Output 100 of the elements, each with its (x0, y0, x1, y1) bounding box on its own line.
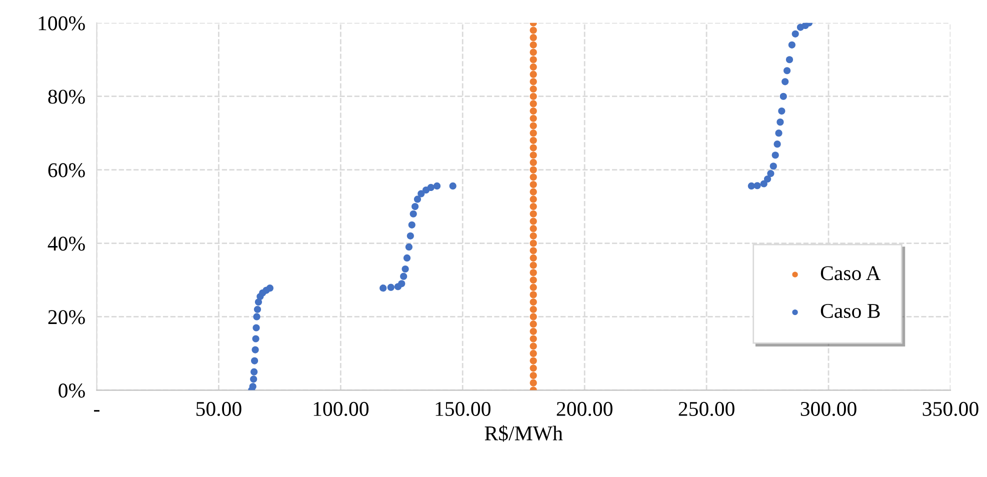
point (530, 298, 537, 306)
point (782, 78, 789, 86)
point (449, 182, 456, 190)
point (530, 166, 537, 174)
point (402, 265, 409, 273)
point (788, 41, 796, 48)
point (778, 108, 786, 115)
point (250, 368, 258, 376)
point (764, 175, 772, 183)
y-tick-label: 100% (38, 16, 85, 30)
y-tick-label: 40% (48, 236, 85, 251)
point (412, 203, 419, 210)
point (251, 357, 258, 364)
point (784, 67, 791, 74)
point (387, 284, 394, 291)
point (266, 284, 274, 292)
point (530, 262, 537, 269)
point (767, 170, 774, 178)
point (400, 272, 408, 280)
point (530, 26, 537, 34)
point (530, 284, 537, 291)
x-tick-label: 250.00 (678, 402, 734, 416)
point (530, 144, 537, 152)
point (252, 335, 260, 342)
point (530, 180, 537, 188)
point (775, 130, 782, 137)
point (530, 218, 537, 225)
point (530, 225, 537, 232)
x-axis-title: R$/MWh (484, 425, 563, 442)
point (427, 184, 434, 191)
point (252, 346, 259, 354)
point (252, 324, 260, 332)
point (433, 182, 441, 190)
point (249, 382, 256, 390)
x-tick-label: 300.00 (800, 402, 856, 416)
point (530, 335, 537, 342)
point (530, 158, 537, 166)
point (530, 136, 537, 144)
point (792, 30, 799, 38)
x-tick-label: 350.00 (922, 402, 978, 416)
x-tick-label: 150.00 (436, 402, 490, 416)
point (253, 313, 260, 320)
point (250, 376, 258, 383)
y-tick-label: 80% (48, 90, 85, 104)
point (380, 284, 387, 292)
legend-label: Caso A (820, 266, 881, 280)
point (530, 152, 537, 159)
point (530, 350, 537, 357)
point (530, 70, 537, 78)
point (530, 92, 537, 100)
point (770, 162, 777, 170)
point (530, 100, 537, 108)
point (530, 174, 537, 181)
point (530, 269, 537, 276)
point (418, 190, 425, 198)
x-tick-label: 200.00 (556, 402, 612, 416)
point (403, 254, 411, 262)
x-tick-label: - (94, 410, 100, 412)
point (530, 357, 537, 364)
point (530, 108, 537, 115)
point (530, 210, 537, 218)
point (530, 56, 537, 64)
point (405, 243, 412, 250)
point (530, 291, 537, 298)
point (530, 41, 537, 48)
legend-label: Caso B (820, 304, 880, 318)
point (530, 313, 537, 320)
point (786, 56, 794, 64)
point (530, 114, 537, 122)
point (408, 221, 416, 228)
point (530, 372, 537, 380)
point (754, 182, 761, 190)
point (530, 34, 537, 42)
point (530, 306, 537, 313)
point (398, 280, 406, 288)
point (530, 276, 537, 284)
y-tick-label: 60% (48, 163, 85, 178)
point (410, 210, 417, 218)
point (530, 320, 537, 328)
y-tick-label: 0% (58, 384, 85, 398)
x-tick-label: 100.00 (314, 402, 369, 416)
point (530, 130, 537, 137)
point (530, 203, 537, 210)
point (530, 232, 537, 240)
point (530, 254, 537, 262)
x-tick-label: 50.00 (196, 402, 242, 416)
point (776, 118, 784, 126)
point (530, 188, 537, 196)
point (780, 92, 787, 100)
point (530, 85, 537, 93)
point (760, 180, 768, 188)
point (530, 247, 537, 254)
y-tick-label: 20% (48, 310, 85, 324)
point (530, 122, 537, 130)
point (772, 152, 779, 159)
point (530, 379, 537, 386)
point (748, 182, 755, 190)
point (530, 328, 537, 335)
point (414, 196, 422, 203)
point (530, 240, 537, 247)
